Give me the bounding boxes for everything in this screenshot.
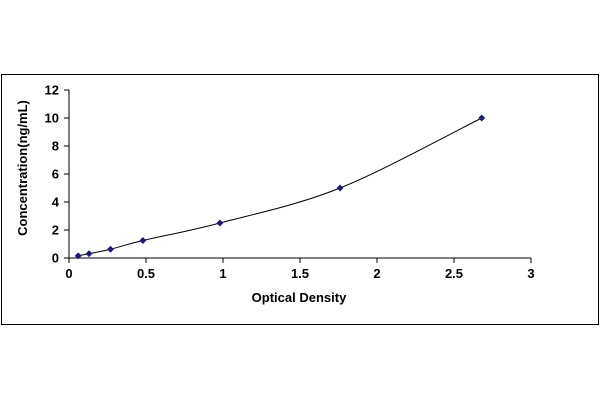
outer-border — [1, 74, 599, 325]
ticks: 0 0.5 1 1.5 2 2.5 3 0 2 4 6 8 10 12 — [45, 83, 535, 282]
data-point-marker — [478, 114, 486, 122]
x-tick-label: 0.5 — [137, 266, 155, 281]
y-tick-label: 8 — [52, 139, 59, 154]
data-point-marker — [336, 184, 344, 192]
data-point-marker — [107, 245, 115, 253]
y-tick-label: 2 — [52, 223, 59, 238]
x-tick-label: 2.5 — [445, 266, 463, 281]
data-point-marker — [85, 250, 93, 258]
y-tick-label: 6 — [52, 167, 59, 182]
y-tick-label: 4 — [52, 195, 60, 210]
y-tick-label: 0 — [52, 251, 59, 266]
y-axis-title: Concentration(ng/mL) — [15, 100, 30, 236]
x-tick-label: 3 — [527, 266, 534, 281]
x-axis-title: Optical Density — [252, 290, 347, 305]
y-tick-label: 12 — [45, 83, 59, 98]
x-tick-label: 2 — [373, 266, 380, 281]
y-tick-label: 10 — [45, 111, 59, 126]
data-point-marker — [74, 252, 82, 260]
data-markers — [74, 114, 486, 260]
data-point-marker — [216, 219, 224, 227]
data-point-marker — [139, 236, 147, 245]
x-tick-label: 1.5 — [291, 266, 309, 281]
x-tick-label: 1 — [219, 266, 226, 281]
x-tick-label: 0 — [65, 266, 72, 281]
